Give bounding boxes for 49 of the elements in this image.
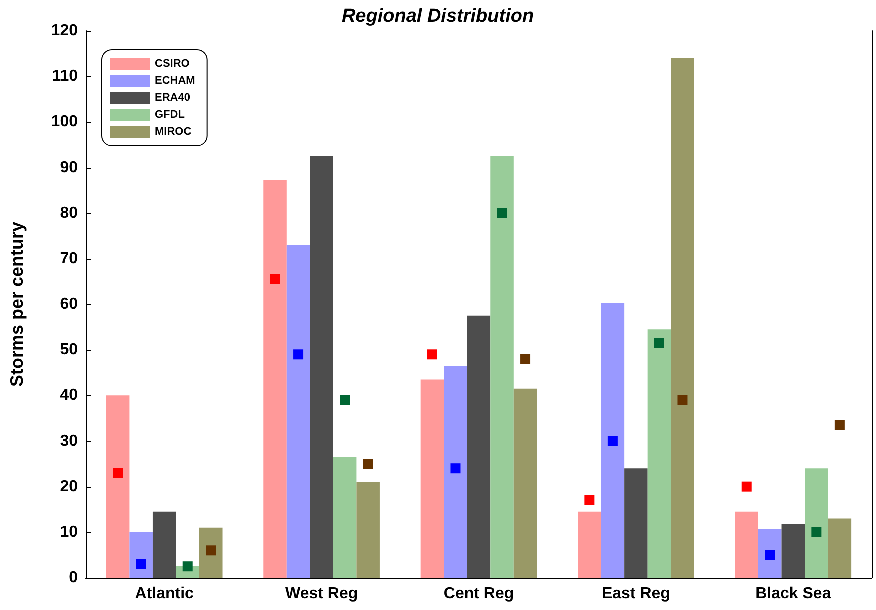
x-tick-label: Black Sea (756, 586, 832, 602)
bar (758, 529, 782, 578)
y-axis-title: Storms per century (7, 222, 27, 388)
x-tick-label: Atlantic (135, 586, 194, 602)
bar (671, 58, 694, 578)
chart-title: Regional Distribution (342, 6, 534, 27)
y-tick-label: 10 (60, 524, 78, 541)
y-tick-label: 20 (60, 478, 78, 496)
bar (578, 512, 602, 578)
y-tick-label: 120 (51, 22, 78, 40)
bar (333, 457, 357, 578)
bar (200, 528, 223, 578)
bar (152, 512, 176, 578)
bar (735, 512, 758, 578)
y-tick-label: 60 (60, 296, 78, 313)
y-tick-label: 0 (69, 570, 78, 586)
bar (490, 156, 514, 578)
legend-label: GFDL (155, 109, 186, 121)
bar (356, 482, 380, 578)
x-tick-label: Cent Reg (444, 586, 514, 602)
y-tick-label: 30 (60, 432, 78, 450)
bar (286, 245, 310, 578)
bar (420, 380, 444, 578)
y-tick-label: 110 (52, 68, 78, 86)
bar (310, 156, 334, 578)
y-tick-label: 40 (60, 387, 78, 404)
bar (467, 316, 491, 578)
legend-label: ERA40 (155, 92, 190, 104)
bar (264, 180, 287, 578)
x-tick-label: West Reg (285, 586, 358, 602)
bar (601, 303, 625, 578)
bar (130, 532, 153, 578)
legend-label: MIROC (155, 126, 192, 138)
bar (805, 468, 828, 578)
bar (782, 524, 806, 578)
bar (444, 366, 468, 578)
bar (624, 468, 648, 578)
y-tick-label: 50 (60, 342, 78, 359)
y-tick-label: 80 (60, 204, 78, 222)
legend-label: CSIRO (155, 58, 190, 70)
bar (106, 396, 130, 578)
x-tick-label: East Reg (602, 586, 670, 602)
bar (648, 330, 672, 578)
y-tick-label: 100 (51, 114, 78, 131)
bar (828, 518, 852, 578)
bar (514, 388, 538, 578)
y-tick-label: 70 (60, 250, 78, 268)
legend-label: ECHAM (155, 75, 196, 87)
y-tick-label: 90 (60, 159, 78, 176)
